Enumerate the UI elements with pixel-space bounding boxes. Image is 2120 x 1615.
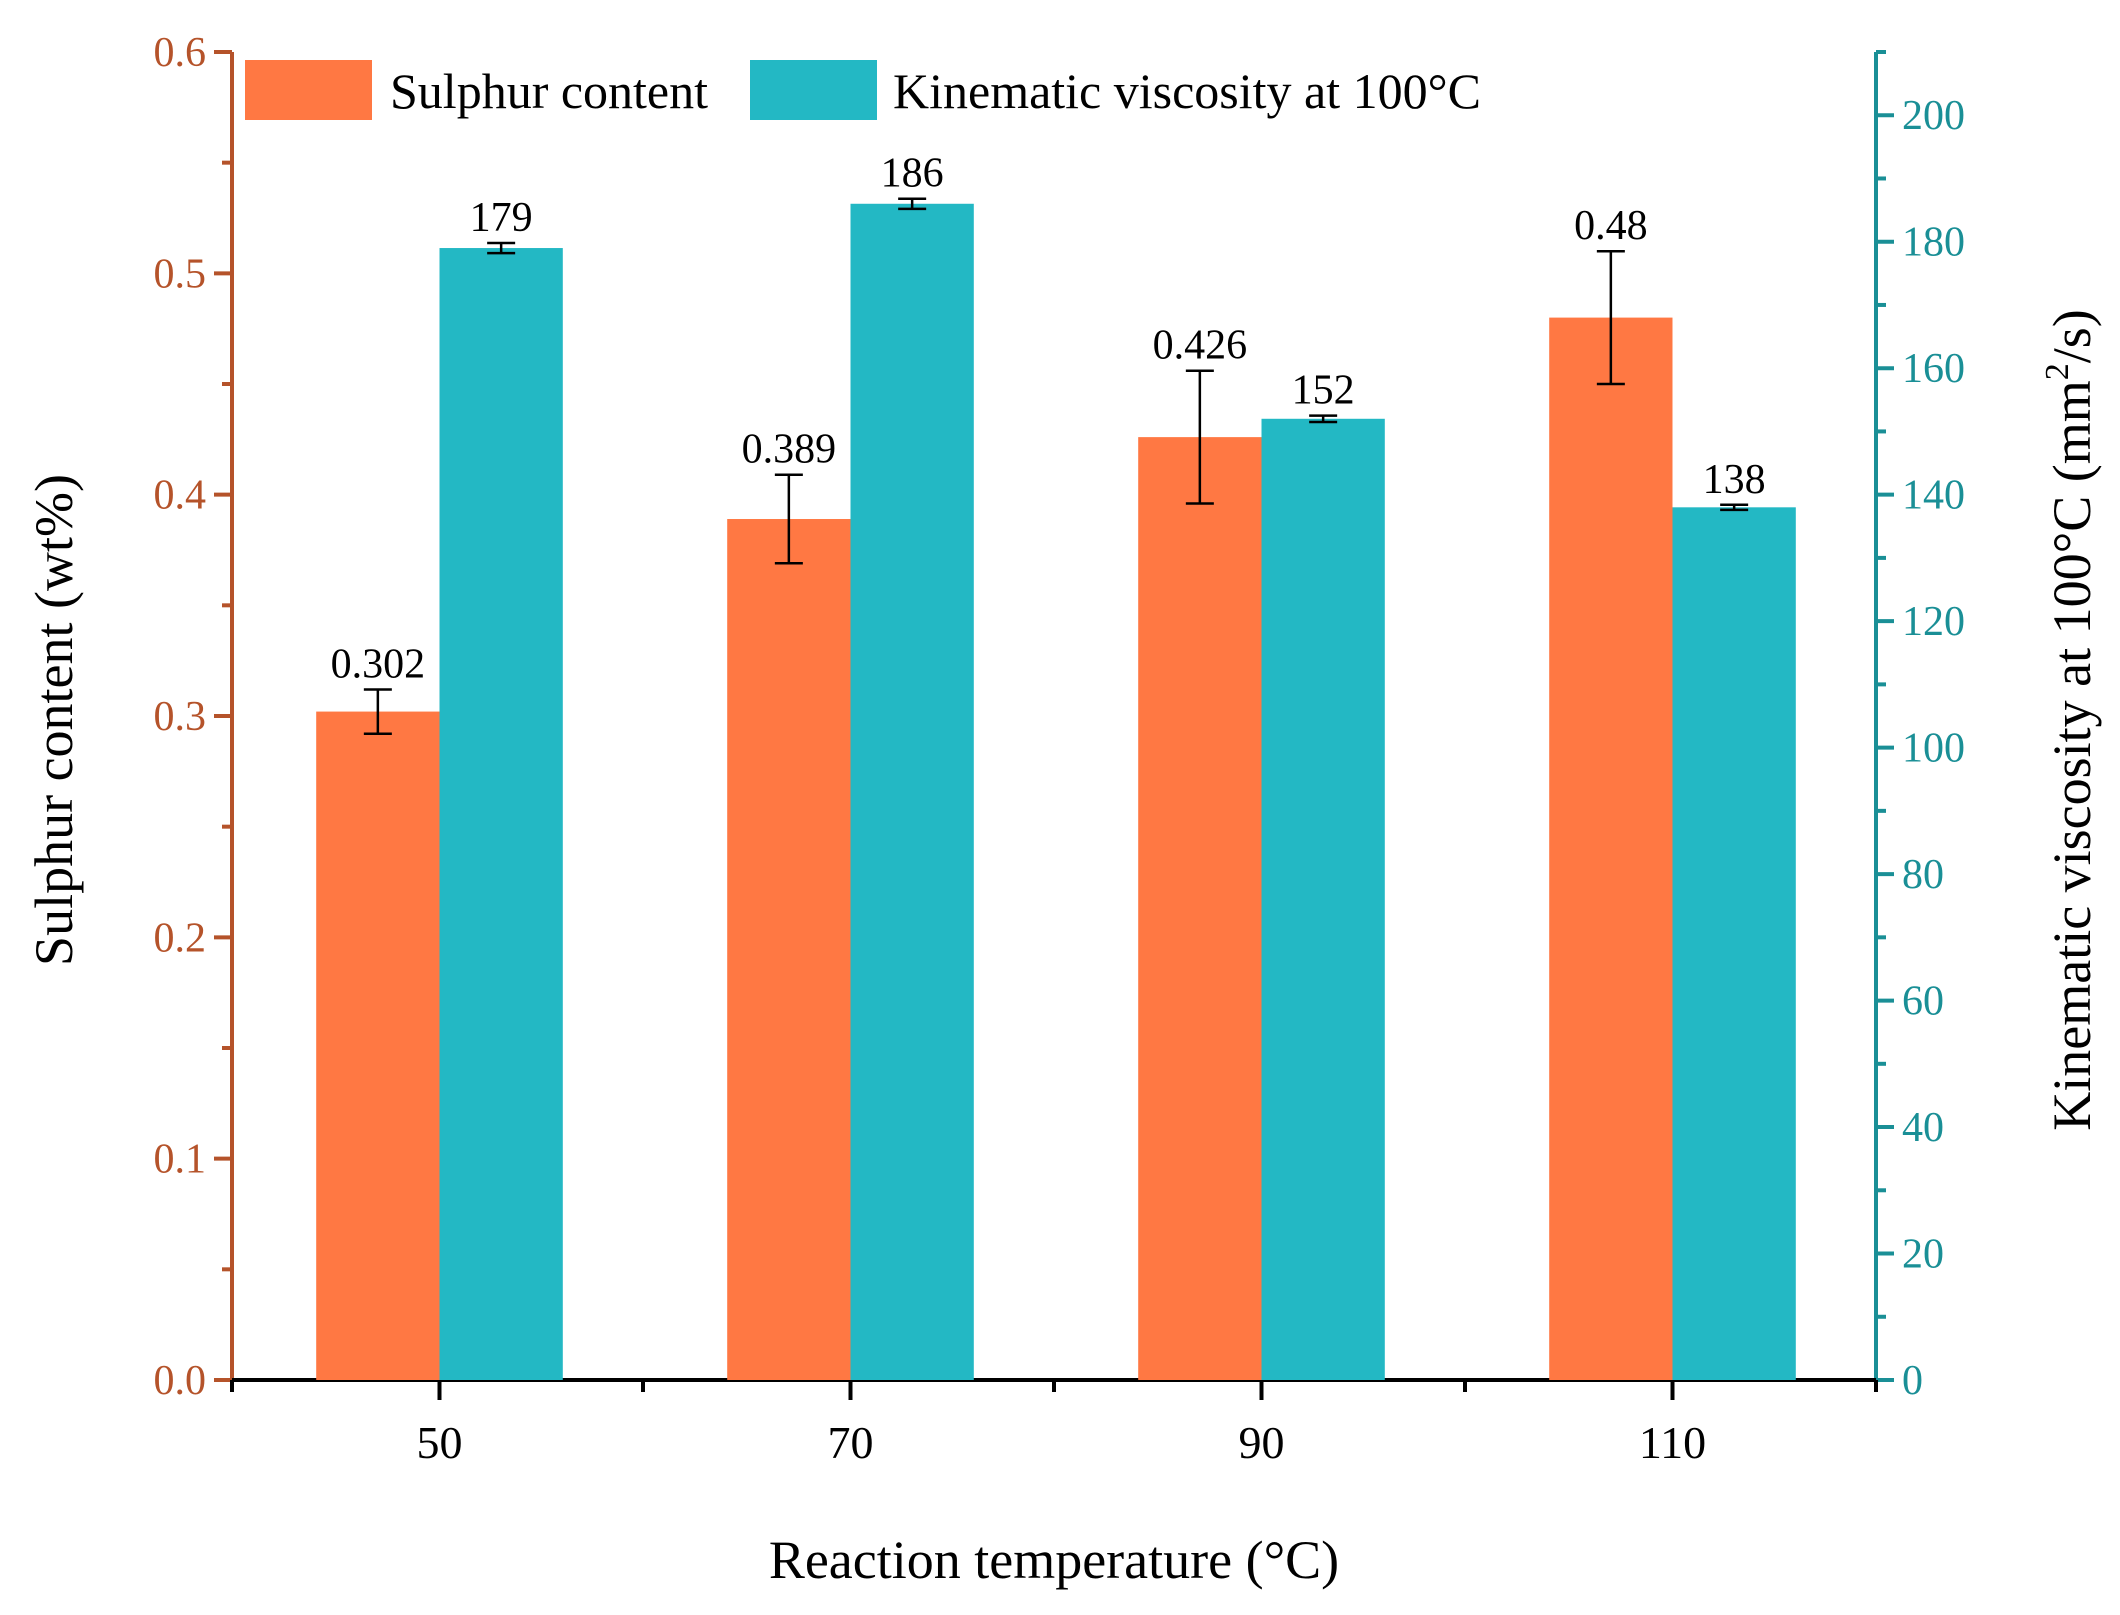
viscosity-value-label: 152 xyxy=(1292,368,1355,414)
legend-swatch-viscosity xyxy=(750,60,877,120)
x-tick-label: 110 xyxy=(1639,1417,1706,1468)
sulphur-bar-70 xyxy=(727,519,851,1380)
right-axis-title-superscript: 2 xyxy=(2039,363,2076,380)
legend: Sulphur content Kinematic viscosity at 1… xyxy=(245,60,1481,120)
viscosity-bar-90 xyxy=(1261,418,1385,1380)
left-tick-label: 0.6 xyxy=(154,30,207,76)
legend-label-sulphur: Sulphur content xyxy=(390,63,708,119)
data-labels: 0.302 179 0.389 186 0.426 152 0.48 138 xyxy=(331,151,1766,688)
left-tick-label: 0.0 xyxy=(154,1358,207,1404)
legend-swatch-sulphur xyxy=(245,60,372,120)
sulphur-bar-90 xyxy=(1138,437,1262,1380)
left-tick-label: 0.4 xyxy=(154,473,207,519)
sulphur-value-label: 0.302 xyxy=(331,641,426,687)
viscosity-bar-50 xyxy=(439,248,563,1381)
x-tick-label: 70 xyxy=(828,1417,874,1468)
left-tick-label: 0.5 xyxy=(154,251,207,297)
x-tick-label: 90 xyxy=(1239,1417,1285,1468)
right-axis-title-unit: /s) xyxy=(2042,309,2102,363)
left-tick-label: 0.1 xyxy=(154,1137,207,1183)
sulphur-bar-50 xyxy=(316,711,440,1380)
right-tick-label: 40 xyxy=(1902,1105,1944,1151)
sulphur-value-label: 0.389 xyxy=(742,427,837,473)
right-tick-label: 120 xyxy=(1902,599,1965,645)
right-tick-label: 200 xyxy=(1902,93,1965,139)
viscosity-bar-110 xyxy=(1672,507,1796,1380)
right-tick-label: 0 xyxy=(1902,1358,1923,1404)
left-tick-label: 0.2 xyxy=(154,915,207,961)
x-axis-title: Reaction temperature (°C) xyxy=(769,1530,1339,1590)
sulphur-value-label: 0.426 xyxy=(1153,323,1248,369)
left-axis-title: Sulphur content (wt%) xyxy=(24,474,84,966)
x-tick-label: 50 xyxy=(417,1417,463,1468)
left-axis: 0.0 0.1 0.2 0.3 0.4 0.5 0.6 xyxy=(154,30,232,1404)
right-axis-title: Kinematic viscosity at 100°C (mm2/s) xyxy=(2039,309,2102,1131)
sulphur-bar-110 xyxy=(1549,317,1673,1381)
right-tick-label: 80 xyxy=(1902,852,1944,898)
legend-label-viscosity: Kinematic viscosity at 100°C xyxy=(893,63,1481,119)
viscosity-value-label: 179 xyxy=(470,195,533,241)
viscosity-bar-70 xyxy=(850,203,974,1380)
right-tick-label: 160 xyxy=(1902,346,1965,392)
right-tick-label: 20 xyxy=(1902,1232,1944,1278)
x-axis: 50 70 90 110 xyxy=(230,1380,1878,1468)
right-tick-label: 180 xyxy=(1902,220,1965,266)
bars xyxy=(316,203,1796,1381)
right-axis-title-main: Kinematic viscosity at 100°C (mm xyxy=(2042,380,2102,1131)
error-bars xyxy=(363,197,1749,735)
right-axis: 0 20 40 60 80 100 120 140 160 180 200 xyxy=(1876,50,1965,1404)
viscosity-value-label: 138 xyxy=(1703,457,1766,503)
sulphur-value-label: 0.48 xyxy=(1574,203,1648,249)
viscosity-value-label: 186 xyxy=(881,151,944,197)
left-tick-label: 0.3 xyxy=(154,694,207,740)
right-tick-label: 140 xyxy=(1902,473,1965,519)
right-tick-label: 100 xyxy=(1902,726,1965,772)
right-tick-label: 60 xyxy=(1902,979,1944,1025)
